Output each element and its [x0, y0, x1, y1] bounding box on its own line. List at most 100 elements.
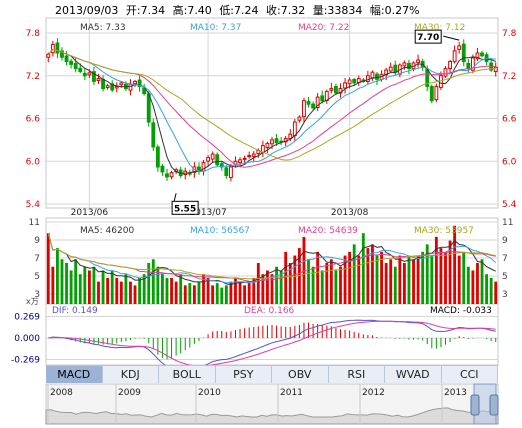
volume-bar: [243, 285, 247, 304]
candle-body: [73, 62, 78, 70]
candle-body: [169, 172, 174, 178]
volume-bar: [402, 263, 406, 304]
macd-legend-item: DIF: 0.149: [52, 306, 98, 316]
volume-bar: [220, 287, 224, 304]
volume-bar: [366, 248, 370, 304]
volume-bar: [83, 266, 87, 304]
price-ytick-label-left: 6.6: [26, 115, 41, 125]
volume-legend-item: MA20: 54639: [298, 226, 358, 236]
volume-bar: [142, 274, 146, 304]
tab-wvad[interactable]: WVAD: [385, 366, 442, 383]
volume-ma5-line: [47, 233, 496, 286]
volume-bar: [224, 285, 228, 304]
volume-bar: [115, 277, 119, 304]
volume-bar: [266, 270, 269, 304]
volume-ytick-label-left: 5: [34, 272, 40, 282]
volume-ytick-label-right: 3: [502, 290, 508, 300]
volume-bar: [444, 251, 447, 304]
candle-body: [137, 79, 142, 87]
candle-body: [82, 72, 87, 77]
candle-body: [457, 45, 462, 50]
candle-body: [320, 95, 325, 102]
macd-ytick-label: 0.000: [14, 334, 40, 344]
candle-body: [443, 68, 448, 77]
tab-macd[interactable]: MACD: [46, 366, 103, 383]
price-xtick-label: 2013/08: [331, 208, 369, 218]
price-ytick-label-left: 6.0: [26, 157, 41, 167]
candle-body: [297, 116, 302, 121]
volume-bar: [69, 270, 73, 304]
candle-body: [343, 82, 347, 89]
volume-bar: [119, 281, 123, 304]
navigator-year-label: 2009: [118, 388, 141, 398]
price-ytick-label-left: 7.2: [26, 72, 40, 82]
tab-obv[interactable]: OBV: [272, 366, 329, 383]
volume-bar: [476, 263, 479, 304]
volume-bar: [453, 225, 457, 304]
quote-change: 幅:0.27%: [369, 4, 420, 17]
tab-cci[interactable]: CCI: [441, 366, 498, 383]
quote-date: 2013/09/03: [55, 4, 119, 17]
candle-body: [434, 85, 439, 101]
volume-bar: [60, 259, 64, 304]
quote-close: 收:7.32: [266, 4, 306, 17]
volume-bar: [288, 263, 292, 304]
volume-ytick-label-right: 9: [502, 236, 508, 246]
candle-body: [439, 75, 443, 88]
tab-rsi[interactable]: RSI: [328, 366, 385, 383]
volume-bar: [398, 255, 402, 304]
candle-body: [206, 157, 210, 162]
volume-bar: [92, 266, 96, 304]
candle-body: [370, 71, 375, 79]
candle-body: [242, 157, 247, 160]
candle-body: [402, 62, 407, 67]
volume-bar: [151, 259, 155, 304]
volume-bar: [407, 255, 411, 304]
volume-bar: [375, 255, 379, 304]
navigator-left-handle[interactable]: [470, 394, 480, 416]
annotation-label: 5.55: [174, 204, 196, 214]
candle-body: [50, 43, 55, 54]
candle-body: [315, 96, 320, 109]
candle-body: [142, 87, 147, 95]
candle-body: [165, 173, 169, 178]
price-legend-item: MA5: 7.33: [80, 23, 126, 33]
tab-psy[interactable]: PSY: [215, 366, 272, 383]
quote-low: 低:7.24: [219, 4, 259, 17]
candle-body: [493, 66, 498, 73]
candle-body: [110, 83, 115, 91]
volume-bar: [183, 285, 187, 304]
navigator-right-handle[interactable]: [489, 394, 499, 416]
candle-body: [251, 153, 256, 157]
volume-bar: [380, 251, 383, 304]
volume-bar: [339, 266, 342, 304]
candle-body: [101, 78, 105, 90]
candle-body: [274, 138, 279, 144]
candle-body: [470, 57, 475, 71]
volume-legend-item: MA5: 46200: [80, 226, 134, 236]
volume-bar: [270, 274, 274, 304]
volume-bar: [311, 266, 315, 304]
volume-bar: [275, 266, 278, 304]
price-ytick-label-left: 7.8: [26, 29, 41, 39]
candle-body: [69, 60, 74, 65]
candle-body: [452, 50, 457, 63]
volume-bar: [448, 240, 452, 304]
tab-boll[interactable]: BOLL: [159, 366, 216, 383]
candle-body: [128, 83, 133, 91]
volume-ma30-line: [47, 233, 496, 280]
volume-bar: [78, 274, 82, 304]
tab-kdj[interactable]: KDJ: [102, 366, 159, 383]
price-ma10-line: [47, 48, 496, 173]
volume-bar: [156, 266, 160, 304]
volume-bar: [252, 277, 256, 304]
candle-body: [96, 78, 101, 82]
macd-ytick-label: -0.269: [11, 356, 40, 366]
quote-volume: 量:33834: [312, 4, 363, 17]
macd-dea-line: [48, 320, 496, 367]
volume-bar: [457, 255, 461, 304]
volume-bar: [389, 259, 393, 304]
candle-body: [352, 78, 357, 84]
